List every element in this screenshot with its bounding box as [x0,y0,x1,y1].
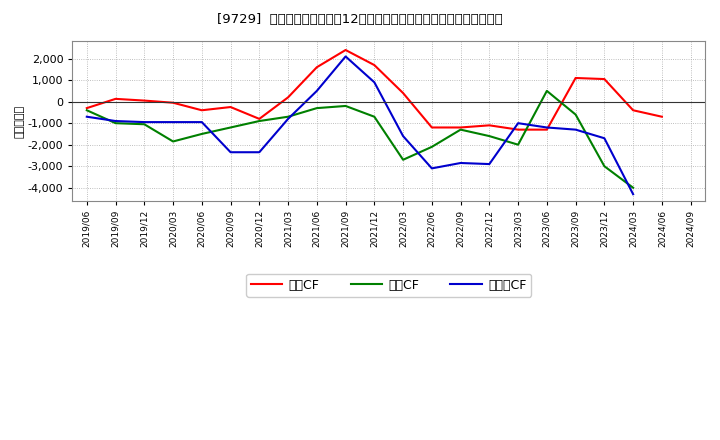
投賃CF [485,133,494,139]
営業CF [140,98,148,103]
投賃CF [168,139,177,144]
フリーCF [600,136,608,141]
フリーCF [112,118,120,124]
営業CF [168,100,177,105]
営業CF [83,106,91,111]
フリーCF [456,160,465,165]
投賃CF [112,121,120,126]
投賃CF [341,103,350,109]
投賃CF [140,121,148,127]
フリーCF [226,150,235,155]
投賃CF [428,144,436,150]
投賃CF [255,118,264,124]
営業CF [284,95,292,100]
営業CF [112,96,120,102]
営業CF [543,127,552,132]
営業CF [341,48,350,53]
フリーCF [168,120,177,125]
投賃CF [197,131,206,136]
フリーCF [571,127,580,132]
営業CF [255,116,264,121]
フリーCF [514,121,523,126]
営業CF [399,90,408,95]
Line: 営業CF: 営業CF [87,50,662,130]
投賃CF [571,112,580,117]
Y-axis label: （百万円）: （百万円） [15,104,25,138]
営業CF [600,77,608,82]
投賃CF [543,88,552,94]
Legend: 営業CF, 投賃CF, フリーCF: 営業CF, 投賃CF, フリーCF [246,274,531,297]
営業CF [456,125,465,130]
フリーCF [485,161,494,167]
営業CF [657,114,666,119]
投賃CF [629,185,637,191]
投賃CF [456,127,465,132]
フリーCF [284,116,292,121]
Line: 投賃CF: 投賃CF [87,91,633,188]
フリーCF [341,54,350,59]
営業CF [197,108,206,113]
投賃CF [600,164,608,169]
Line: フリーCF: フリーCF [87,56,633,194]
フリーCF [428,166,436,171]
フリーCF [83,114,91,119]
フリーCF [140,120,148,125]
営業CF [571,75,580,81]
フリーCF [543,125,552,130]
投賃CF [284,114,292,119]
営業CF [226,104,235,110]
Text: [9729]  キャッシュフローの12か月移動合計の対前年同期増減額の推移: [9729] キャッシュフローの12か月移動合計の対前年同期増減額の推移 [217,13,503,26]
フリーCF [197,120,206,125]
営業CF [514,127,523,132]
営業CF [629,108,637,113]
フリーCF [312,88,321,94]
営業CF [312,65,321,70]
フリーCF [370,80,379,85]
営業CF [370,62,379,68]
営業CF [485,123,494,128]
投賃CF [312,106,321,111]
投賃CF [226,125,235,130]
フリーCF [255,150,264,155]
フリーCF [399,133,408,139]
営業CF [428,125,436,130]
投賃CF [83,108,91,113]
投賃CF [370,114,379,119]
投賃CF [514,142,523,147]
投賃CF [399,157,408,162]
フリーCF [629,191,637,197]
